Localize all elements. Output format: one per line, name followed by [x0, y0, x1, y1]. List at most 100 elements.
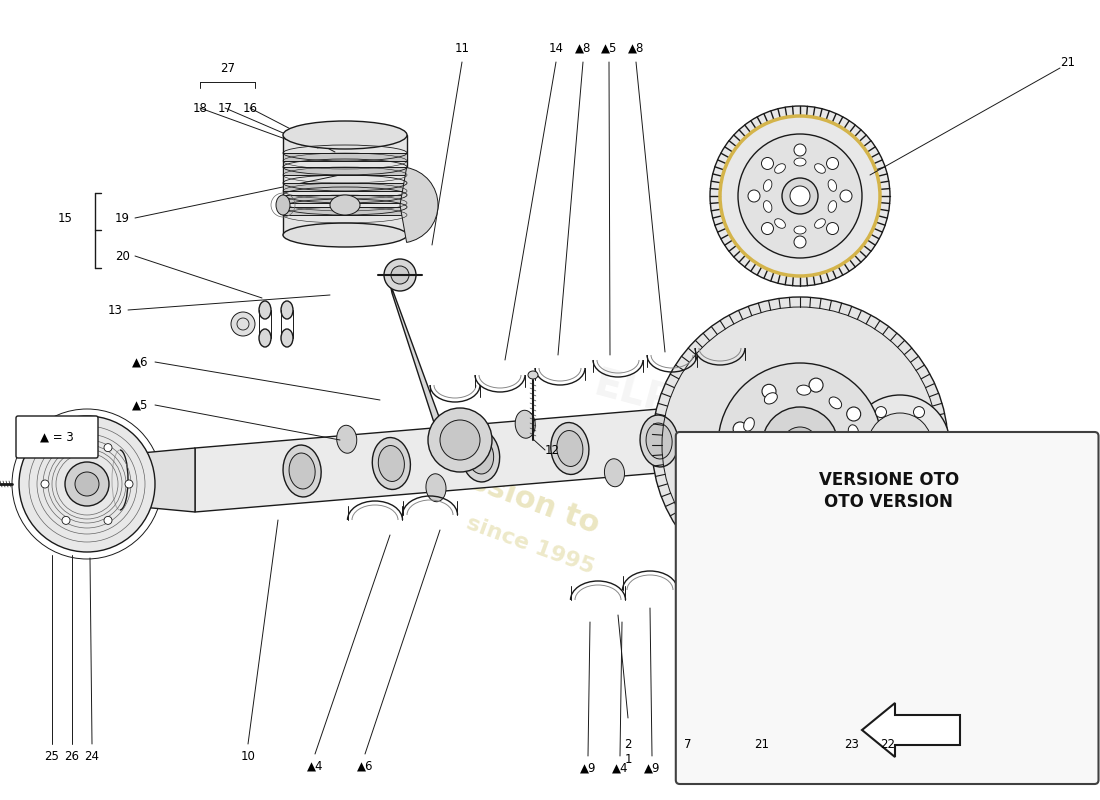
Circle shape: [428, 408, 492, 472]
Circle shape: [852, 454, 867, 468]
Circle shape: [782, 178, 818, 214]
Ellipse shape: [794, 226, 806, 234]
Text: ▲8: ▲8: [575, 42, 591, 55]
Polygon shape: [390, 283, 442, 435]
Circle shape: [777, 498, 791, 512]
Ellipse shape: [283, 445, 321, 497]
Circle shape: [733, 422, 747, 436]
Text: 23: 23: [845, 738, 859, 751]
Ellipse shape: [823, 486, 836, 498]
Text: 7: 7: [684, 738, 692, 751]
FancyBboxPatch shape: [16, 416, 98, 458]
Circle shape: [75, 472, 99, 496]
Ellipse shape: [283, 223, 407, 247]
Circle shape: [826, 158, 838, 170]
Circle shape: [41, 480, 50, 488]
Ellipse shape: [280, 301, 293, 319]
Ellipse shape: [258, 329, 271, 347]
Text: 27: 27: [220, 62, 235, 75]
Circle shape: [62, 516, 70, 524]
Circle shape: [876, 473, 887, 483]
Circle shape: [62, 444, 70, 452]
Text: ▲6: ▲6: [356, 760, 373, 773]
Ellipse shape: [846, 459, 856, 472]
Ellipse shape: [378, 446, 405, 482]
Circle shape: [876, 406, 887, 418]
Text: 22: 22: [880, 738, 895, 751]
Text: ▲4: ▲4: [307, 760, 323, 773]
Text: 19: 19: [116, 211, 130, 225]
Ellipse shape: [280, 329, 293, 347]
Circle shape: [857, 439, 868, 450]
Bar: [283, 207, 407, 215]
Circle shape: [65, 462, 109, 506]
Ellipse shape: [330, 195, 360, 215]
Ellipse shape: [774, 218, 785, 228]
Text: 18: 18: [192, 102, 208, 115]
Text: VERSIONE OTO: VERSIONE OTO: [818, 471, 959, 489]
Circle shape: [761, 222, 773, 234]
Text: ELPARTS
line: ELPARTS line: [578, 366, 782, 494]
Ellipse shape: [551, 422, 588, 474]
Polygon shape: [283, 135, 407, 235]
Bar: [283, 183, 407, 191]
Ellipse shape: [515, 410, 536, 438]
Circle shape: [231, 312, 255, 336]
Circle shape: [850, 395, 950, 495]
Text: ▲4: ▲4: [612, 762, 628, 775]
Ellipse shape: [828, 180, 837, 191]
Text: 10: 10: [241, 750, 255, 763]
Circle shape: [652, 297, 948, 593]
Polygon shape: [195, 398, 790, 512]
Text: 26: 26: [65, 750, 79, 763]
Ellipse shape: [763, 180, 772, 191]
Text: ▲9: ▲9: [580, 762, 596, 775]
Circle shape: [761, 158, 773, 170]
Text: ▲6: ▲6: [132, 355, 148, 369]
Ellipse shape: [557, 430, 583, 466]
Circle shape: [390, 266, 409, 284]
Ellipse shape: [276, 195, 290, 215]
Circle shape: [440, 420, 480, 460]
Circle shape: [790, 186, 810, 206]
Text: 2
1: 2 1: [625, 738, 631, 766]
Ellipse shape: [815, 218, 825, 228]
Circle shape: [738, 134, 862, 258]
Ellipse shape: [794, 158, 806, 166]
Ellipse shape: [763, 201, 772, 212]
Text: 24: 24: [85, 750, 99, 763]
Ellipse shape: [426, 474, 446, 502]
Circle shape: [782, 427, 818, 463]
Circle shape: [913, 406, 924, 418]
Circle shape: [384, 259, 416, 291]
Text: 25: 25: [45, 750, 59, 763]
Text: a passion to: a passion to: [397, 441, 603, 539]
Polygon shape: [120, 448, 195, 512]
Text: 13: 13: [108, 303, 123, 317]
Ellipse shape: [789, 495, 803, 505]
Text: 11: 11: [454, 42, 470, 55]
Text: ▲5: ▲5: [601, 42, 617, 55]
Circle shape: [104, 516, 112, 524]
Circle shape: [125, 480, 133, 488]
Circle shape: [794, 144, 806, 156]
Circle shape: [847, 407, 860, 421]
Circle shape: [739, 469, 754, 483]
Circle shape: [824, 492, 838, 506]
Ellipse shape: [796, 385, 811, 395]
Circle shape: [19, 416, 155, 552]
Circle shape: [794, 236, 806, 248]
Ellipse shape: [741, 451, 751, 466]
Ellipse shape: [289, 453, 315, 489]
Ellipse shape: [337, 426, 356, 454]
Ellipse shape: [829, 397, 842, 409]
Text: ▲ = 3: ▲ = 3: [40, 430, 74, 443]
Circle shape: [710, 106, 890, 286]
Circle shape: [840, 190, 852, 202]
Circle shape: [762, 384, 776, 398]
Bar: [283, 153, 407, 161]
Text: ▲8: ▲8: [628, 42, 645, 55]
Circle shape: [868, 413, 932, 477]
Circle shape: [104, 444, 112, 452]
Ellipse shape: [744, 418, 755, 431]
